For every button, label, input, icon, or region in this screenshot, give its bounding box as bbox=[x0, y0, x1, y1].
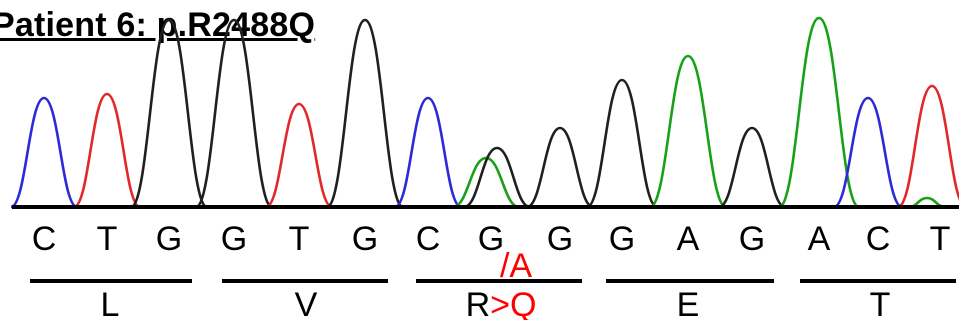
base-call: G bbox=[221, 220, 247, 258]
base-call: A bbox=[677, 220, 700, 258]
amino-acid-label: V bbox=[295, 286, 318, 320]
trace-peak-G bbox=[718, 126, 786, 209]
base-call: G bbox=[352, 220, 378, 258]
trace-peak-C bbox=[10, 96, 78, 209]
base-call: C bbox=[866, 220, 891, 258]
base-call: G bbox=[739, 220, 765, 258]
base-call: G bbox=[547, 220, 573, 258]
figure-title: Patient 6: p.R2488Q bbox=[0, 6, 316, 44]
base-call: A bbox=[808, 220, 831, 258]
amino-acid-label: L bbox=[101, 286, 120, 320]
base-call-row: C T G G T G C G G G A G A C T bbox=[32, 220, 951, 258]
trace-peak-A bbox=[778, 16, 860, 209]
trace-peak-T bbox=[265, 102, 333, 209]
base-call: G bbox=[156, 220, 182, 258]
trace-peak-T bbox=[73, 92, 141, 209]
trace-peak-G bbox=[326, 18, 404, 209]
amino-acid-row: L V R>Q E T bbox=[101, 286, 891, 320]
amino-acid-label: T bbox=[870, 286, 891, 320]
trace-peak-T bbox=[897, 84, 959, 209]
trace-peak-A bbox=[649, 54, 727, 209]
base-call: C bbox=[416, 220, 441, 258]
amino-acid-alt: >Q bbox=[490, 286, 536, 320]
alternate-allele-label: /A bbox=[500, 247, 532, 285]
amino-acid-label: E bbox=[677, 286, 700, 320]
base-call: C bbox=[32, 220, 57, 258]
base-call: G bbox=[609, 220, 635, 258]
amino-acid-ref: R bbox=[466, 286, 491, 320]
trace-peak-G bbox=[130, 18, 208, 209]
trace-peak-C bbox=[394, 96, 462, 209]
trace-peak-G bbox=[586, 78, 658, 209]
base-call-mutated: G bbox=[478, 220, 504, 258]
trace-peak-G bbox=[526, 126, 594, 209]
trace-peak-G bbox=[463, 146, 531, 209]
trace-peak-G bbox=[195, 18, 273, 209]
trace-peaks bbox=[10, 16, 959, 209]
trace-peak-C bbox=[833, 96, 903, 209]
amino-acid-change-label: R>Q bbox=[466, 286, 537, 320]
base-call: T bbox=[930, 220, 951, 258]
base-call: T bbox=[97, 220, 118, 258]
base-call: T bbox=[289, 220, 310, 258]
